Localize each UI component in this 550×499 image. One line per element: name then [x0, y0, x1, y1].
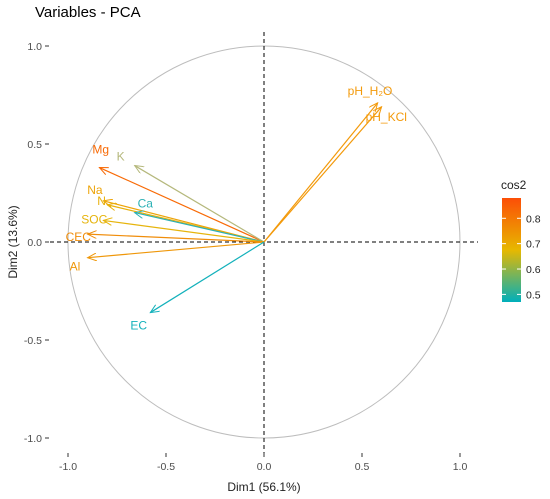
variable-arrow [88, 234, 265, 243]
variable-label: N [97, 194, 106, 208]
variable-label: CEC [66, 230, 92, 244]
x-tick-label: 1.0 [453, 461, 468, 473]
legend-ticks: 0.5 0.6 0.7 0.8 [502, 213, 541, 301]
variable-arrow [150, 241, 265, 313]
variable-arrow [135, 166, 265, 243]
variable-arrow [88, 241, 265, 258]
x-tick-label: -1.0 [59, 461, 77, 473]
variable-label: Na [87, 183, 103, 197]
variable-vectors: pH_H₂O pH_KCl Mg K NaN Ca SOC CEC Al EC [66, 84, 407, 333]
variable-label: SOC [81, 212, 107, 226]
y-tick-label: 0.0 [27, 237, 42, 249]
variable-arrow [135, 213, 265, 243]
x-axis-label: Dim1 (56.1%) [227, 480, 300, 494]
variable-arrow [103, 220, 265, 243]
variable-label: Ca [138, 197, 154, 211]
variable-label: pH_H₂O [348, 84, 393, 98]
variable-arrow [99, 166, 265, 243]
y-tick-label: -0.5 [24, 335, 42, 347]
x-tick-label: 0.0 [257, 461, 272, 473]
legend-colorbar [502, 198, 521, 302]
cos2-legend: cos2 0.5 0.6 0.7 0.8 [501, 178, 541, 302]
variable-label: Mg [92, 143, 109, 157]
y-axis-ticks: -1.0 -0.5 0.0 0.5 1.0 [24, 41, 49, 445]
y-tick-label: -1.0 [24, 433, 42, 445]
x-axis-ticks: -1.0 -0.5 0.0 0.5 1.0 [59, 453, 467, 473]
x-tick-label: -0.5 [157, 461, 175, 473]
variable-label: Al [70, 260, 81, 274]
legend-tick-label: 0.8 [526, 213, 541, 225]
y-tick-label: 0.5 [27, 139, 42, 151]
variable-arrow [263, 107, 382, 243]
variable-arrow [263, 103, 378, 243]
chart-title: Variables - PCA [35, 4, 141, 21]
variable-label: EC [130, 319, 147, 333]
legend-tick-label: 0.7 [526, 239, 541, 251]
variable-label: K [117, 150, 125, 164]
x-tick-label: 0.5 [355, 461, 370, 473]
legend-title: cos2 [501, 178, 527, 192]
y-tick-label: 1.0 [27, 41, 42, 53]
legend-tick-label: 0.6 [526, 264, 541, 276]
legend-tick-label: 0.5 [526, 289, 541, 301]
y-axis-label: Dim2 (13.6%) [6, 205, 20, 278]
plot-area: pH_H₂O pH_KCl Mg K NaN Ca SOC CEC Al EC [50, 32, 478, 453]
variable-label: pH_KCl [366, 110, 407, 124]
